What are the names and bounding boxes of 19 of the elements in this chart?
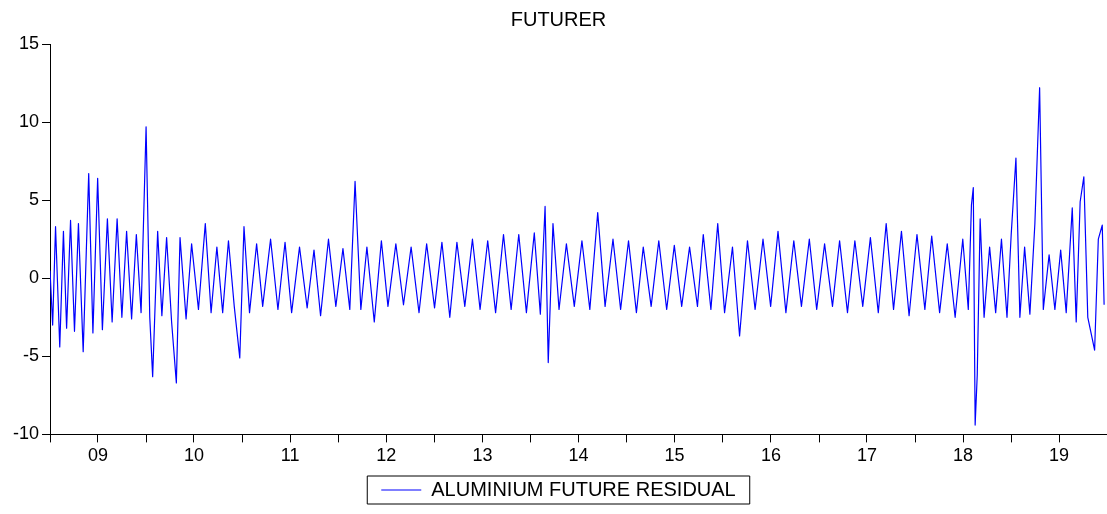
- x-tick-label: 10: [183, 445, 204, 466]
- y-tick-label: -10: [13, 423, 40, 444]
- x-tick-label: 18: [953, 445, 974, 466]
- x-tick-label: 17: [856, 445, 877, 466]
- x-tick-label: 14: [568, 445, 589, 466]
- y-tick-label: 15: [18, 32, 40, 53]
- x-tick-label: 15: [664, 445, 685, 466]
- x-tick-label: 12: [376, 445, 397, 466]
- y-tick-label: 5: [29, 189, 40, 210]
- x-tick-label: 11: [280, 445, 300, 466]
- legend-label: ALUMINIUM FUTURE RESIDUAL: [431, 477, 736, 500]
- chart-title: FUTURER: [510, 7, 607, 30]
- y-tick-label: -5: [23, 345, 40, 366]
- x-tick-label: 16: [760, 445, 781, 466]
- y-tick-label: 0: [29, 267, 40, 288]
- y-tick-label: 10: [18, 111, 40, 132]
- x-tick-label: 09: [87, 445, 108, 466]
- x-tick-label: 19: [1049, 445, 1070, 466]
- x-tick-label: 13: [472, 445, 493, 466]
